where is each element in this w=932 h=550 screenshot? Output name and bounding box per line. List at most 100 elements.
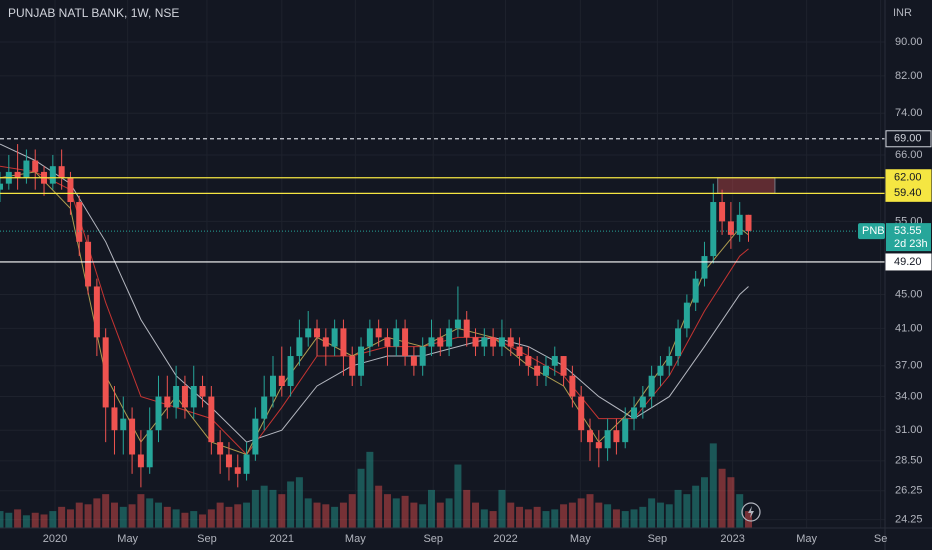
candle-body <box>622 418 629 443</box>
volume-bar <box>401 495 409 528</box>
candle-body <box>727 221 734 235</box>
volume-bar <box>40 514 48 528</box>
candle-body <box>648 375 655 397</box>
candle-body <box>155 396 162 431</box>
candle-body <box>287 356 294 386</box>
volume-bar <box>339 502 347 528</box>
volume-bar <box>480 509 488 528</box>
y-tick-label: 37.00 <box>895 360 923 372</box>
volume-bar <box>709 443 717 528</box>
candle-body <box>437 337 444 347</box>
volume-bar <box>234 504 242 528</box>
x-tick-label: 2020 <box>43 533 67 545</box>
volume-bar <box>357 468 365 528</box>
candle-body <box>454 319 461 329</box>
level-label: 59.40 <box>894 187 922 199</box>
candle-body <box>736 214 743 235</box>
volume-bar <box>375 485 383 528</box>
candle-body <box>340 328 347 357</box>
volume-bar <box>243 502 251 528</box>
volume-bar <box>463 489 471 528</box>
candle-body <box>710 202 717 257</box>
candle-body <box>560 356 567 376</box>
y-tick-label: 34.00 <box>895 390 923 402</box>
candle-body <box>269 375 276 397</box>
candle-body <box>701 256 708 279</box>
volume-bar <box>674 489 682 528</box>
volume-bar <box>119 506 127 528</box>
volume-bar <box>313 502 321 528</box>
volume-bar <box>656 502 664 528</box>
x-tick-label: May <box>345 533 366 545</box>
volume-bar <box>93 498 101 528</box>
candle-body <box>252 418 259 455</box>
volume-bar <box>665 504 673 528</box>
candle-body <box>534 365 541 376</box>
volume-bar <box>489 511 497 528</box>
candle-body <box>67 177 74 203</box>
volume-bar <box>427 489 435 528</box>
volume-bar <box>5 512 13 528</box>
symbol-tag <box>858 223 885 240</box>
symbol-label: PNB <box>862 225 885 237</box>
candle-body <box>137 454 144 468</box>
candle-body <box>217 442 224 455</box>
volume-bar <box>102 494 110 528</box>
last-price-label: 53.55 <box>894 225 922 237</box>
candle-body <box>402 328 409 357</box>
volume-bar <box>648 498 656 528</box>
volume-bar <box>128 504 136 528</box>
volume-bar <box>516 506 524 528</box>
candle-body <box>173 385 180 408</box>
candle-body <box>322 337 329 347</box>
candle-body <box>410 356 417 366</box>
candle-body <box>349 356 356 376</box>
level-label-box <box>885 130 932 148</box>
candle-body <box>32 160 39 172</box>
candle-body <box>569 375 576 397</box>
y-tick-label: 45.00 <box>895 288 923 300</box>
replay-icon[interactable] <box>741 502 761 522</box>
volume-bar <box>155 502 163 528</box>
volume-bar <box>0 511 4 528</box>
level-label-box <box>885 253 932 271</box>
candle-body <box>375 328 382 338</box>
volume-bar <box>727 477 735 528</box>
y-tick-label: 24.25 <box>895 514 923 526</box>
volume-bar <box>216 502 224 528</box>
volume-bar <box>718 468 726 528</box>
volume-bar <box>58 506 66 528</box>
candle-body <box>23 160 30 178</box>
candles <box>0 144 752 488</box>
candle-body <box>578 396 585 431</box>
y-tick-label: 41.00 <box>895 322 923 334</box>
candle-body <box>358 346 365 376</box>
volume-bar <box>612 509 620 528</box>
candle-body <box>120 418 127 431</box>
candle-body <box>507 337 514 347</box>
volume-bar <box>287 481 295 528</box>
candle-body <box>613 430 620 443</box>
icon-bolt <box>748 506 754 518</box>
candle-body <box>542 365 549 376</box>
volume-bar <box>639 506 647 528</box>
volume-bar <box>436 502 444 528</box>
candle-body <box>472 337 479 347</box>
last-price-box <box>886 223 931 252</box>
candle-body <box>428 337 435 347</box>
candle-body <box>393 328 400 347</box>
y-tick-label: 90.00 <box>895 36 923 48</box>
x-tick-label: 2022 <box>493 533 517 545</box>
volume-bar <box>692 485 700 528</box>
volume-bar <box>190 511 198 528</box>
level-label: 62.00 <box>894 172 922 184</box>
volume-bar <box>577 498 585 528</box>
volume-bar <box>366 451 374 528</box>
volume-bar <box>507 502 515 528</box>
candle-body <box>719 202 726 222</box>
volume-bar <box>75 502 83 528</box>
candle-body <box>0 183 3 190</box>
volume-bar <box>498 489 506 528</box>
candle-body <box>129 418 136 455</box>
